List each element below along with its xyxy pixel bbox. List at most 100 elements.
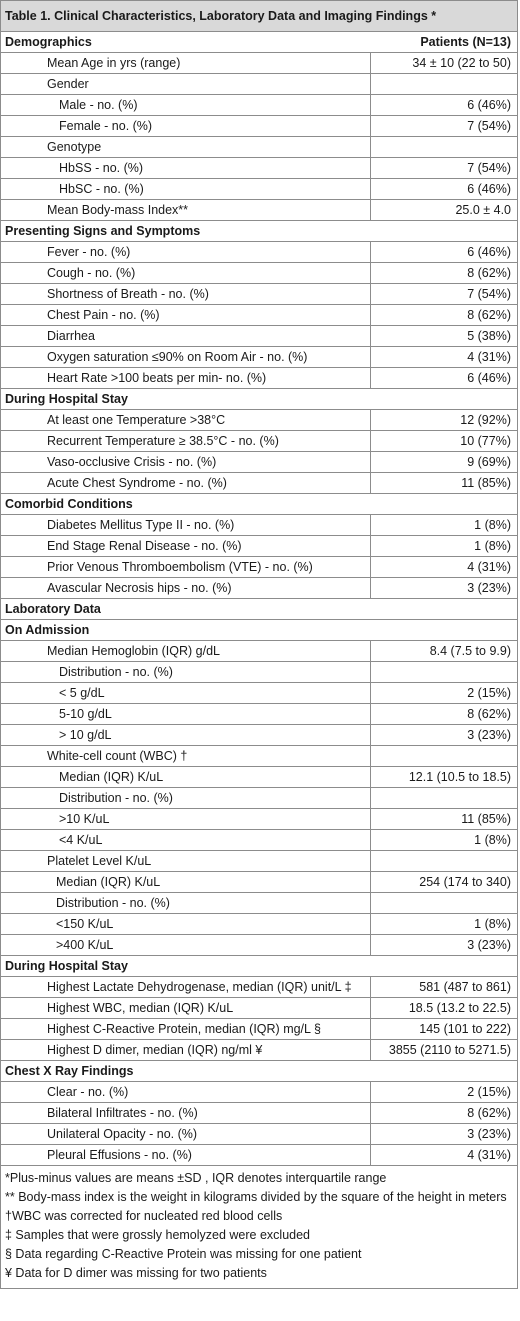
table-row: Distribution - no. (%) — [1, 892, 517, 914]
table-row: Cough - no. (%) 8 (62%) — [1, 262, 517, 284]
row-label: Distribution - no. (%) — [1, 661, 371, 683]
table-row: Heart Rate >100 beats per min- no. (%) 6 … — [1, 367, 517, 389]
row-label: >400 K/uL — [1, 934, 371, 956]
row-value: 2 (15%) — [369, 682, 517, 704]
table-row: Pleural Effusions - no. (%) 4 (31%) — [1, 1144, 517, 1166]
section-row: Laboratory Data — [1, 598, 517, 620]
table-row: Diabetes Mellitus Type II - no. (%) 1 (8%… — [1, 514, 517, 536]
row-value: 8 (62%) — [369, 304, 517, 326]
row-value: 3 (23%) — [369, 1123, 517, 1145]
table-row: Male - no. (%) 6 (46%) — [1, 94, 517, 116]
row-label: Median Hemoglobin (IQR) g/dL — [1, 640, 371, 662]
row-value: 5 (38%) — [369, 325, 517, 347]
row-label: Laboratory Data — [1, 598, 371, 620]
table-row: > 10 g/dL 3 (23%) — [1, 724, 517, 746]
row-label: Diarrhea — [1, 325, 371, 347]
row-label: Genotype — [1, 136, 371, 158]
row-label: Gender — [1, 73, 371, 95]
row-value: 254 (174 to 340) — [369, 871, 517, 893]
row-label: Demographics — [1, 32, 371, 53]
table-row: HbSS - no. (%) 7 (54%) — [1, 157, 517, 179]
row-value — [369, 850, 517, 872]
section-row: Comorbid Conditions — [1, 493, 517, 515]
table-row: Gender — [1, 73, 517, 95]
row-value: 145 (101 to 222) — [369, 1018, 517, 1040]
row-label: <150 K/uL — [1, 913, 371, 935]
table-row: Genotype — [1, 136, 517, 158]
row-value — [369, 787, 517, 809]
row-value — [370, 1060, 517, 1082]
table-row: Prior Venous Thromboembolism (VTE) - no.… — [1, 556, 517, 578]
row-value: 6 (46%) — [369, 94, 517, 116]
table-row: Acute Chest Syndrome - no. (%) 11 (85%) — [1, 472, 517, 494]
row-label: White-cell count (WBC) † — [1, 745, 371, 767]
row-value: 4 (31%) — [369, 1144, 517, 1166]
row-label: Avascular Necrosis hips - no. (%) — [1, 577, 371, 599]
row-value: Patients (N=13) — [370, 32, 517, 53]
row-label: Recurrent Temperature ≥ 38.5°C - no. (%) — [1, 430, 371, 452]
table-row: Avascular Necrosis hips - no. (%) 3 (23%) — [1, 577, 517, 599]
footnote-4: ‡ Samples that were grossly hemolyzed we… — [5, 1228, 311, 1242]
row-value: 3 (23%) — [369, 934, 517, 956]
row-label: Male - no. (%) — [1, 94, 371, 116]
table-row: Clear - no. (%) 2 (15%) — [1, 1081, 517, 1103]
clinical-table: Table 1. Clinical Characteristics, Labor… — [0, 0, 518, 1289]
row-label: Highest C-Reactive Protein, median (IQR)… — [1, 1018, 371, 1040]
table-row: Distribution - no. (%) — [1, 661, 517, 683]
row-label: Diabetes Mellitus Type II - no. (%) — [1, 514, 371, 536]
row-label: Chest X Ray Findings — [1, 1060, 371, 1082]
table-row: Median Hemoglobin (IQR) g/dL 8.4 (7.5 to … — [1, 640, 517, 662]
table-row: Distribution - no. (%) — [1, 787, 517, 809]
row-label: > 10 g/dL — [1, 724, 371, 746]
row-label: Bilateral Infiltrates - no. (%) — [1, 1102, 371, 1124]
row-label: >10 K/uL — [1, 808, 371, 830]
row-label: Prior Venous Thromboembolism (VTE) - no.… — [1, 556, 371, 578]
row-label: Heart Rate >100 beats per min- no. (%) — [1, 367, 371, 389]
row-value: 6 (46%) — [369, 367, 517, 389]
row-label: End Stage Renal Disease - no. (%) — [1, 535, 371, 557]
row-value: 7 (54%) — [369, 157, 517, 179]
footnote-3: †WBC was corrected for nucleated red blo… — [5, 1209, 283, 1223]
section-row: On Admission — [1, 619, 517, 641]
table-row: White-cell count (WBC) † — [1, 745, 517, 767]
row-value: 12.1 (10.5 to 18.5) — [369, 766, 517, 788]
row-label: HbSC - no. (%) — [1, 178, 371, 200]
table-title: Table 1. Clinical Characteristics, Labor… — [1, 1, 517, 32]
row-value: 25.0 ± 4.0 — [369, 199, 517, 221]
row-label: On Admission — [1, 619, 371, 641]
row-value — [370, 598, 517, 620]
row-value: 34 ± 10 (22 to 50) — [369, 52, 517, 74]
row-label: Highest D dimer, median (IQR) ng/ml ¥ — [1, 1039, 371, 1061]
row-value — [369, 661, 517, 683]
table-row: 5-10 g/dL 8 (62%) — [1, 703, 517, 725]
row-value: 581 (487 to 861) — [369, 976, 517, 998]
table-row: Mean Body-mass Index** 25.0 ± 4.0 — [1, 199, 517, 221]
row-value: 18.5 (13.2 to 22.5) — [369, 997, 517, 1019]
row-value — [369, 73, 517, 95]
row-label: Oxygen saturation ≤90% on Room Air - no.… — [1, 346, 371, 368]
row-value: 9 (69%) — [369, 451, 517, 473]
footnote-5: § Data regarding C-Reactive Protein was … — [5, 1247, 362, 1261]
row-value: 1 (8%) — [369, 913, 517, 935]
row-value: 1 (8%) — [369, 535, 517, 557]
row-value: 1 (8%) — [369, 514, 517, 536]
table-row: End Stage Renal Disease - no. (%) 1 (8%) — [1, 535, 517, 557]
footnotes: *Plus-minus values are means ±SD , IQR d… — [1, 1166, 517, 1288]
table-row: Fever - no. (%) 6 (46%) — [1, 241, 517, 263]
table-row: Unilateral Opacity - no. (%) 3 (23%) — [1, 1123, 517, 1145]
table-row: Recurrent Temperature ≥ 38.5°C - no. (%)… — [1, 430, 517, 452]
table-row: Oxygen saturation ≤90% on Room Air - no.… — [1, 346, 517, 368]
table-row: At least one Temperature >38°C 12 (92%) — [1, 409, 517, 431]
row-label: Pleural Effusions - no. (%) — [1, 1144, 371, 1166]
footnote-6: ¥ Data for D dimer was missing for two p… — [5, 1266, 267, 1280]
row-value: 2 (15%) — [369, 1081, 517, 1103]
table-row: < 5 g/dL 2 (15%) — [1, 682, 517, 704]
row-label: Acute Chest Syndrome - no. (%) — [1, 472, 371, 494]
row-value: 6 (46%) — [369, 178, 517, 200]
table-row: Female - no. (%) 7 (54%) — [1, 115, 517, 137]
table-row: Diarrhea 5 (38%) — [1, 325, 517, 347]
row-value — [370, 220, 517, 242]
row-label: Presenting Signs and Symptoms — [1, 220, 371, 242]
row-label: Clear - no. (%) — [1, 1081, 371, 1103]
row-label: Comorbid Conditions — [1, 493, 371, 515]
